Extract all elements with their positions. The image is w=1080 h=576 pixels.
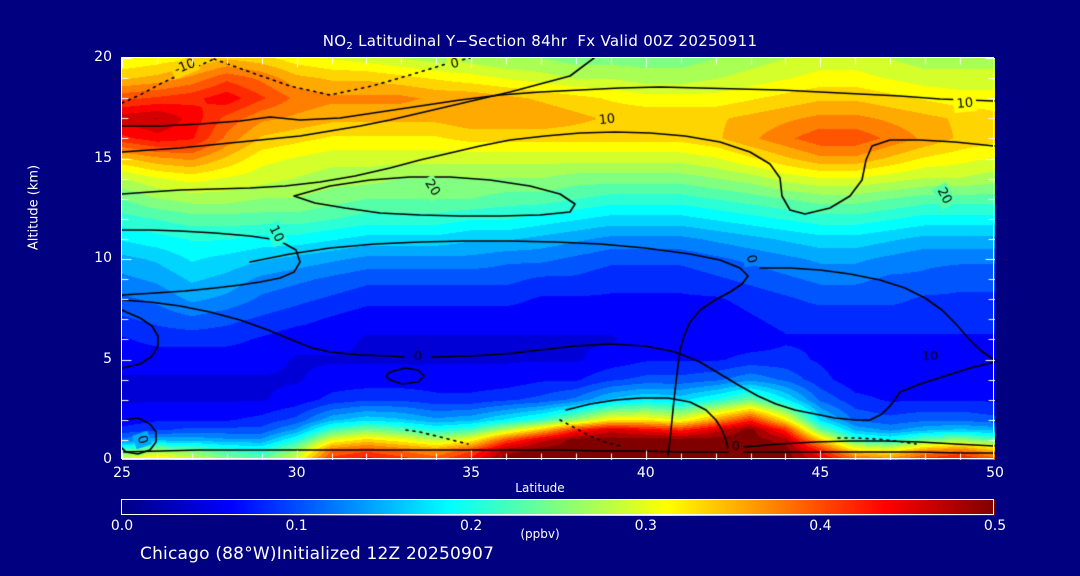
colorbar-tick-label: 0.1	[285, 518, 308, 534]
heatmap-plot-canvas	[122, 58, 995, 460]
colorbar-tick-label: 0.5	[983, 518, 1007, 534]
y-tick-label: 5	[103, 350, 112, 367]
colorbar-units-label: (ppbv)	[520, 527, 560, 541]
title-rest: Latitudinal Y−Section 84hr Fx Valid 00Z …	[353, 32, 758, 50]
y-tick-label: 15	[94, 149, 112, 166]
x-tick-label: 25	[113, 465, 131, 481]
title-species: NO	[322, 32, 347, 50]
page-title: NO2 Latitudinal Y−Section 84hr Fx Valid …	[0, 32, 1080, 52]
y-tick-label: 20	[94, 49, 112, 65]
x-tick-label: 40	[636, 465, 655, 481]
x-tick-label: 50	[986, 465, 1004, 481]
colorbar-tick-label: 0.4	[809, 518, 832, 534]
colorbar-tick-label: 0.3	[634, 518, 657, 534]
y-tick-label: 10	[94, 250, 112, 266]
x-axis-label: Latitude	[515, 481, 565, 495]
colorbar-gradient	[122, 500, 995, 516]
colorbar-tick-label: 0.2	[460, 518, 483, 534]
x-tick-label: 35	[462, 465, 481, 481]
x-tick-label: 45	[811, 465, 830, 481]
y-tick-label: 0	[103, 451, 112, 467]
figure-caption: Chicago (88°W)Initialized 12Z 20250907	[140, 544, 495, 564]
title-subscript: 2	[346, 41, 354, 52]
x-tick-label: 30	[287, 465, 306, 481]
y-axis-label: Altitude (km)	[26, 164, 42, 251]
colorbar-tick-label: 0.0	[110, 518, 134, 534]
